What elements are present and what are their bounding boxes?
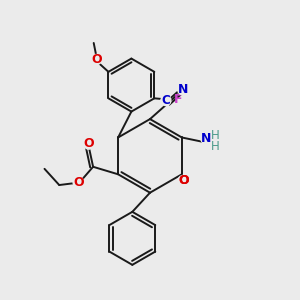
Circle shape xyxy=(161,95,171,106)
Text: C: C xyxy=(161,94,170,107)
Text: O: O xyxy=(178,174,189,187)
Circle shape xyxy=(201,134,211,144)
Text: N: N xyxy=(178,83,188,96)
Circle shape xyxy=(73,177,84,188)
Text: O: O xyxy=(73,176,84,189)
Text: F: F xyxy=(173,93,182,106)
Circle shape xyxy=(178,176,189,186)
Text: O: O xyxy=(83,137,94,150)
Text: H: H xyxy=(211,129,219,142)
Circle shape xyxy=(92,55,102,64)
Text: N: N xyxy=(201,133,211,146)
Circle shape xyxy=(84,140,93,149)
Text: H: H xyxy=(211,140,219,153)
Text: O: O xyxy=(91,53,102,66)
Text: O: O xyxy=(178,174,189,187)
Circle shape xyxy=(178,84,188,95)
